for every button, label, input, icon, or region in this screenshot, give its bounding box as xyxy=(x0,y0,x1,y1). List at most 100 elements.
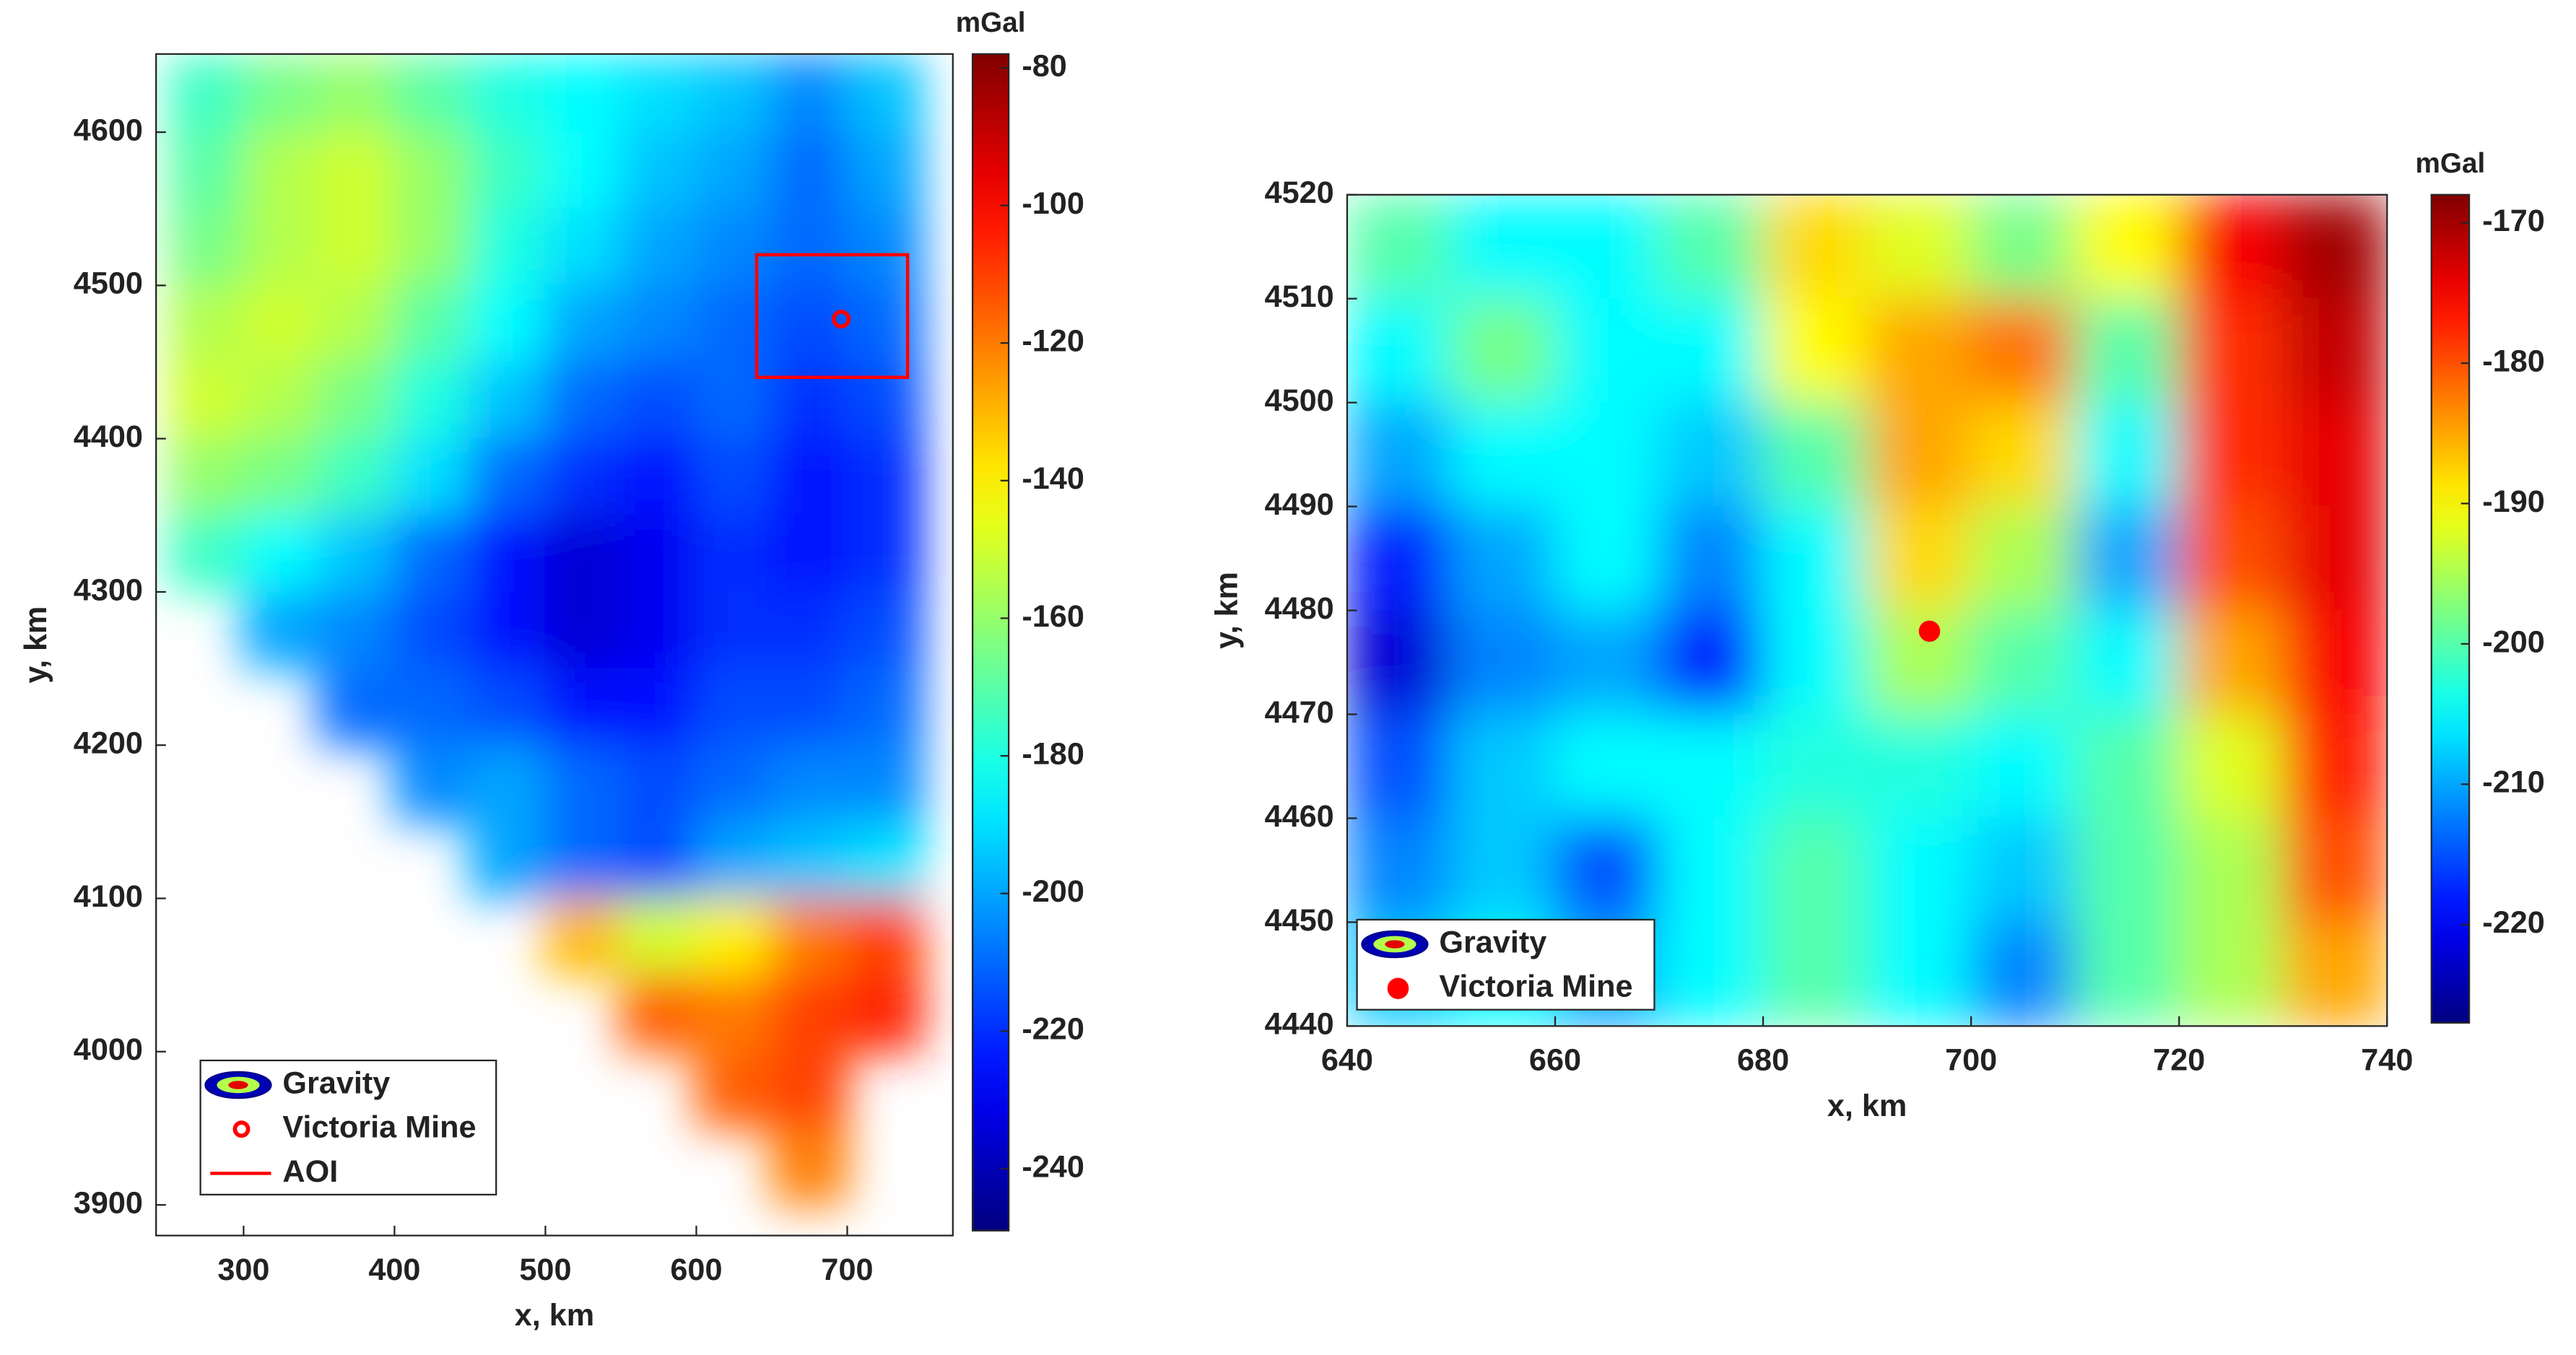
heat-cell xyxy=(1554,609,1661,715)
aoi-box xyxy=(754,253,910,379)
heat-cell xyxy=(1658,194,1765,300)
heat-cell xyxy=(846,974,924,1053)
colorbar-tick-label: -240 xyxy=(1022,1149,1084,1184)
heat-cell xyxy=(544,591,622,670)
heat-cell xyxy=(1762,401,1868,507)
heat-cell xyxy=(318,131,396,210)
heat-cell xyxy=(770,897,848,976)
heat-cell xyxy=(393,361,471,440)
heat-cell xyxy=(619,591,697,670)
heat-cell xyxy=(2282,817,2388,923)
heat-cell xyxy=(846,667,924,746)
heat-cell xyxy=(770,361,848,440)
heat-cell xyxy=(167,54,245,134)
heat-cell xyxy=(544,514,622,593)
heat-cell xyxy=(1762,505,1868,611)
x-tick-label: 700 xyxy=(821,1252,873,1287)
heat-cell xyxy=(2178,817,2284,923)
heat-cell xyxy=(544,208,622,287)
heat-cell xyxy=(770,437,848,516)
heat-cell xyxy=(393,591,471,670)
colorbar-tick-label: -100 xyxy=(1022,186,1084,221)
heat-cell xyxy=(393,54,471,134)
heat-cell xyxy=(619,284,697,363)
heat-cell xyxy=(695,667,773,746)
heat-cell xyxy=(846,437,924,516)
x-tick-label: 680 xyxy=(1737,1043,1789,1078)
heat-cell xyxy=(469,437,547,516)
heat-cell xyxy=(318,437,396,516)
heat-cell xyxy=(1450,401,1557,507)
heat-cell xyxy=(393,667,471,746)
heat-cell xyxy=(167,437,245,516)
heat-cell xyxy=(619,131,697,210)
legend-label: Victoria Mine xyxy=(1439,970,1632,1004)
y-tick-label: 4520 xyxy=(1265,175,1334,210)
mine-marker xyxy=(832,310,851,329)
y-tick-label: 3900 xyxy=(74,1186,143,1221)
heat-cell xyxy=(167,131,245,210)
heat-cell xyxy=(770,591,848,670)
heat-cell xyxy=(2282,194,2388,300)
heat-cell xyxy=(2282,609,2388,715)
y-tick-label: 4400 xyxy=(74,419,143,454)
heat-cell xyxy=(770,744,848,823)
colorbar-tick-label: -80 xyxy=(1022,48,1066,83)
heat-cell xyxy=(469,514,547,593)
y-tick-label: 4100 xyxy=(74,879,143,914)
colorbar-tick-label: -220 xyxy=(2482,905,2545,940)
y-axis-label: y, km xyxy=(19,606,53,684)
heat-cell xyxy=(846,284,924,363)
colorbar-tick-label: -190 xyxy=(2482,484,2545,519)
heat-cell xyxy=(318,591,396,670)
x-tick-label: 300 xyxy=(217,1252,269,1287)
heat-cell xyxy=(846,131,924,210)
heat-cell xyxy=(695,514,773,593)
heat-cell xyxy=(695,131,773,210)
heat-cell xyxy=(2282,921,2388,1027)
heat-cell xyxy=(2074,817,2180,923)
heat-cell xyxy=(770,514,848,593)
heat-cell xyxy=(1346,297,1453,404)
heat-cell xyxy=(469,821,547,899)
colorbar-tick-label: -210 xyxy=(2482,765,2545,800)
heat-cell xyxy=(544,437,622,516)
colorbar xyxy=(2430,193,2471,1024)
x-tick-label: 600 xyxy=(670,1252,722,1287)
heat-cell xyxy=(2178,921,2284,1027)
y-tick-label: 4460 xyxy=(1265,799,1334,834)
heat-cell xyxy=(469,131,547,210)
heat-cell xyxy=(619,744,697,823)
y-tick-label: 4500 xyxy=(74,266,143,301)
heat-cell xyxy=(2074,713,2180,819)
y-tick-label: 4450 xyxy=(1265,903,1334,938)
heat-cell xyxy=(846,514,924,593)
heat-cell xyxy=(2074,505,2180,611)
heat-cell xyxy=(619,821,697,899)
heat-cell xyxy=(1970,194,2076,300)
heat-cell xyxy=(544,54,622,134)
heatmap xyxy=(1346,194,2388,1027)
heat-cell xyxy=(1658,401,1765,507)
heat-cell xyxy=(318,208,396,287)
heat-cell xyxy=(1762,194,1868,300)
colorbar-tick-label: -160 xyxy=(1022,599,1084,634)
heat-cell xyxy=(2074,194,2180,300)
heat-cell xyxy=(1346,817,1453,923)
heat-cell xyxy=(393,744,471,823)
heat-cell xyxy=(2178,194,2284,300)
x-tick-label: 720 xyxy=(2153,1043,2205,1078)
heat-cell xyxy=(243,131,321,210)
heat-cell xyxy=(1866,921,1972,1027)
heat-cell xyxy=(167,514,245,593)
heat-cell xyxy=(469,361,547,440)
heat-cell xyxy=(846,208,924,287)
heat-cell xyxy=(695,54,773,134)
heat-cell xyxy=(1866,817,1972,923)
legend-label: Gravity xyxy=(282,1066,390,1100)
colorbar-tick-label: -180 xyxy=(2482,344,2545,379)
y-axis-label: y, km xyxy=(1209,572,1244,649)
heat-cell xyxy=(243,54,321,134)
